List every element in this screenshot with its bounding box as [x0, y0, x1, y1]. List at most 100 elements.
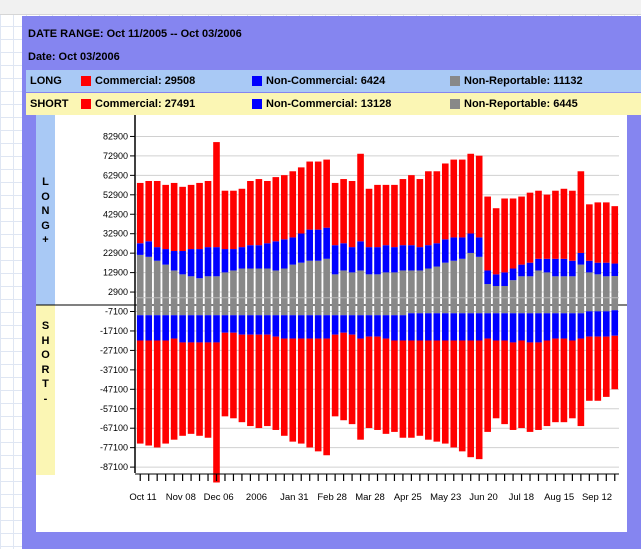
bar-short-commercial: [323, 338, 330, 456]
bar-short-non-reportable: [357, 297, 364, 316]
bar-long-commercial: [187, 184, 195, 250]
bar-short-non-reportable: [458, 297, 466, 314]
bar-long-non-commercial: [501, 272, 508, 287]
bar-short-commercial: [552, 338, 559, 423]
bar-long-non-commercial: [509, 268, 517, 281]
bar-long-non-reportable: [569, 276, 576, 298]
bar-short-non-reportable: [280, 297, 288, 316]
long-side-band: L O N G +: [36, 115, 55, 305]
bar-short-non-reportable: [323, 297, 330, 316]
bar-short-commercial: [238, 334, 246, 423]
y-tick-label: -7100: [105, 307, 128, 317]
bar-short-non-reportable: [433, 297, 441, 314]
bar-short-non-reportable: [408, 297, 415, 314]
bar-short-commercial: [331, 334, 339, 417]
bar-short-non-reportable: [348, 297, 356, 316]
bar-long-non-commercial: [518, 264, 525, 277]
bar-long-commercial: [526, 192, 534, 263]
bar-long-commercial: [492, 208, 500, 275]
y-tick-label: 22900: [103, 248, 128, 258]
bar-short-non-commercial: [264, 315, 271, 335]
bar-short-non-reportable: [306, 297, 314, 316]
bar-long-non-commercial: [441, 239, 449, 263]
bar-long-non-reportable: [331, 274, 339, 298]
y-tick-label: 32900: [103, 229, 128, 239]
bar-short-non-commercial: [535, 313, 542, 343]
bar-long-non-commercial: [458, 237, 466, 259]
bar-long-non-reportable: [560, 276, 568, 298]
bar-short-non-reportable: [586, 297, 593, 312]
bar-short-non-reportable: [230, 297, 237, 316]
bar-long-non-reportable: [340, 270, 347, 298]
bar-long-non-commercial: [467, 233, 475, 253]
bar-short-non-reportable: [213, 297, 220, 316]
bar-short-non-reportable: [170, 297, 178, 316]
bar-short-non-commercial: [170, 315, 178, 339]
bar-long-commercial: [145, 180, 153, 242]
bar-short-non-commercial: [408, 313, 415, 341]
bar-short-commercial: [204, 342, 212, 438]
bar-long-commercial: [408, 175, 415, 246]
long-side-label: L O N G +: [41, 176, 50, 246]
bar-long-non-commercial: [475, 237, 483, 257]
bar-long-commercial: [247, 180, 254, 246]
x-tick-label: May 23: [430, 492, 461, 503]
bar-short-commercial: [526, 342, 534, 432]
bar-long-commercial: [323, 159, 330, 228]
bar-short-commercial: [602, 336, 610, 397]
bar-long-commercial: [458, 159, 466, 238]
bar-long-commercial: [170, 182, 178, 252]
bar-short-non-commercial: [467, 313, 475, 341]
bar-long-non-commercial: [433, 243, 441, 267]
bar-long-non-commercial: [560, 258, 568, 277]
bar-short-non-commercial: [416, 313, 424, 341]
bar-long-non-reportable: [230, 270, 237, 298]
bar-long-non-reportable: [179, 274, 186, 298]
bar-short-commercial: [145, 340, 153, 446]
bar-short-non-commercial: [458, 313, 466, 341]
bar-long-non-reportable: [323, 258, 330, 298]
x-tick-label: Sep 12: [582, 492, 612, 503]
bar-short-non-reportable: [467, 297, 475, 314]
bar-short-non-commercial: [382, 315, 390, 339]
x-tick-label: Apr 25: [394, 492, 422, 503]
bar-long-non-commercial: [162, 249, 169, 265]
bar-short-non-commercial: [187, 315, 195, 343]
bar-short-non-commercial: [450, 313, 458, 341]
bar-long-non-reportable: [535, 270, 542, 298]
bar-long-non-reportable: [272, 270, 280, 298]
bar-long-commercial: [501, 198, 508, 273]
bar-short-non-commercial: [552, 313, 559, 339]
bar-long-commercial: [543, 194, 551, 259]
bar-long-non-reportable: [399, 270, 407, 298]
bar-short-commercial: [170, 338, 178, 440]
bar-short-non-commercial: [136, 315, 144, 341]
bar-long-non-reportable: [145, 256, 153, 298]
bar-long-commercial: [374, 184, 381, 248]
bar-short-commercial: [348, 334, 356, 425]
bar-short-non-commercial: [374, 315, 381, 337]
bar-short-non-commercial: [501, 313, 508, 341]
bar-long-non-reportable: [382, 272, 390, 298]
non-commercial-swatch: [252, 99, 262, 109]
bar-short-non-reportable: [425, 297, 432, 314]
bar-long-commercial: [280, 175, 288, 240]
bar-short-non-reportable: [416, 297, 424, 314]
bar-long-commercial: [441, 163, 449, 240]
bar-short-commercial: [577, 338, 585, 427]
bar-long-non-commercial: [357, 241, 364, 271]
bar-long-commercial: [586, 204, 593, 261]
bar-short-commercial: [560, 338, 568, 423]
long-non-commercial-value: Non-Commercial: 6424: [266, 75, 386, 87]
bar-short-non-reportable: [289, 297, 297, 316]
bar-short-non-reportable: [204, 297, 212, 316]
bar-short-non-reportable: [399, 297, 407, 316]
bar-short-non-reportable: [340, 297, 347, 316]
bar-long-non-reportable: [314, 260, 322, 298]
short-commercial-value: Commercial: 27491: [95, 98, 196, 110]
bar-short-commercial: [391, 340, 398, 432]
bar-long-commercial: [204, 180, 212, 248]
bar-short-non-reportable: [365, 297, 373, 316]
bar-long-commercial: [518, 196, 525, 265]
y-tick-label: -87100: [100, 462, 128, 472]
